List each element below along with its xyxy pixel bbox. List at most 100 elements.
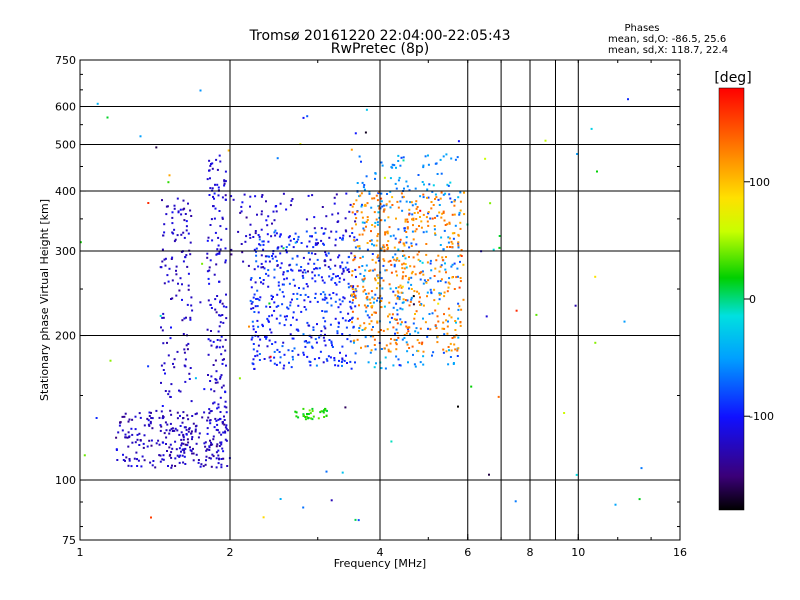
data-point [374,277,376,280]
data-point [219,377,222,380]
data-point [273,276,276,279]
data-point [401,196,404,199]
data-point [402,156,405,159]
data-point [223,182,226,185]
data-point [296,298,299,300]
data-point [281,345,284,348]
data-point [401,275,404,278]
data-point [206,252,209,255]
data-point [302,287,305,290]
data-point [358,245,361,248]
data-point [433,288,436,291]
data-point [270,235,273,238]
data-point [283,324,286,327]
data-point [427,196,430,199]
data-point [394,182,397,185]
data-point [438,292,441,295]
data-point [437,198,440,201]
data-point [444,192,447,195]
data-point [164,257,167,260]
data-point [404,220,407,223]
data-point [341,237,344,240]
data-point [311,194,314,197]
data-point [447,241,450,244]
data-point [260,210,263,213]
data-point [166,423,169,426]
data-point [354,297,357,300]
data-point [444,224,447,226]
data-point [154,466,157,469]
data-point [365,175,368,178]
data-point [324,408,327,411]
data-point [392,364,395,367]
data-point [306,321,309,324]
data-point [252,358,255,361]
data-point [160,381,162,384]
data-point [209,259,212,262]
data-point [404,299,407,302]
data-point [396,257,399,260]
data-point [452,362,455,364]
data-point [439,158,442,161]
data-point [292,358,294,361]
data-point [346,269,349,272]
data-point [328,293,331,296]
data-point [217,403,220,406]
data-point [359,257,362,259]
data-point [242,260,245,263]
data-point [444,281,447,284]
data-point [451,242,454,245]
data-point [368,298,371,301]
data-point [215,451,218,454]
data-point [408,347,411,349]
data-point [182,417,184,420]
data-point [429,328,432,331]
data-point [395,187,398,190]
data-point [360,346,362,349]
data-point [311,277,314,280]
data-point [488,473,490,476]
data-point [258,235,261,238]
data-point [216,429,219,432]
data-point [224,438,227,441]
data-point [224,426,227,429]
data-point [106,116,109,119]
data-point [319,293,322,296]
data-point [210,441,212,444]
data-point [401,267,404,270]
data-point [255,254,258,257]
data-point [224,430,227,433]
data-point [127,464,130,467]
data-point [377,276,380,279]
data-point [374,261,377,264]
x-tick-label: 1 [77,546,84,559]
data-point [406,343,409,346]
y-tick-label: 300 [55,245,76,258]
data-point [205,449,208,452]
data-point [492,248,495,251]
data-point [334,244,337,247]
data-point [399,164,402,167]
data-point [344,406,347,409]
data-point [371,224,374,226]
data-point [377,282,380,285]
data-point [297,353,300,356]
data-point [422,317,424,320]
data-point [253,293,256,296]
data-point [563,412,566,414]
data-point [368,316,371,319]
data-point [404,218,407,221]
data-point [251,301,254,304]
data-point [383,219,386,222]
data-point [308,341,311,344]
data-point [268,302,271,305]
data-point [450,265,453,268]
data-point [323,325,326,328]
data-point [353,341,355,344]
data-point [441,256,444,259]
data-point [286,270,289,273]
data-point [448,193,451,196]
data-point [133,457,136,460]
data-point [305,308,308,311]
data-point [396,290,399,293]
